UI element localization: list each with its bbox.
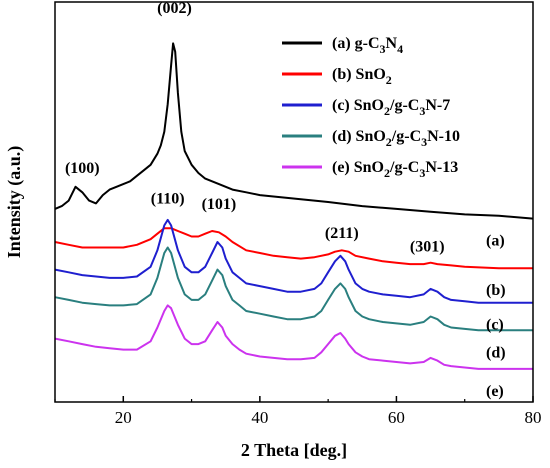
legend: (a) g-C3N4 (b) SnO2 (c) SnO2/g-C3N-7 (d) Sn…: [282, 35, 460, 180]
series-line-3: [54, 246, 533, 332]
legend-entry-3: (d) SnO2/g-C3N-10: [332, 128, 460, 149]
legend-entry-2: (c) SnO2/g-C3N-7: [332, 97, 450, 118]
series-end-label-2: (c): [486, 317, 504, 334]
y-axis-title: Intensity (a.u.): [4, 146, 25, 259]
legend-entry-1: (b) SnO2: [332, 66, 392, 87]
peak-label-1: (002): [157, 0, 192, 17]
x-axis: 20 40 60 80: [54, 396, 542, 427]
x-axis-title: 2 Theta [deg.]: [241, 440, 347, 460]
legend-entry-4: (e) SnO2/g-C3N-13: [332, 159, 458, 180]
peak-label-3: (101): [202, 196, 237, 213]
peak-label-4: (211): [325, 225, 359, 242]
series-line-2: [54, 218, 533, 304]
series-end-label-1: (b): [486, 282, 506, 299]
x-tick-label-2: 60: [388, 408, 405, 427]
peak-label-5: (301): [410, 239, 445, 256]
series-line-0: [54, 42, 534, 220]
plot-frame: [54, 1, 534, 403]
series-end-label-0: (a): [486, 233, 505, 250]
series-line-4: [54, 304, 533, 370]
x-tick-label-1: 40: [251, 408, 268, 427]
series-end-label-3: (d): [486, 344, 506, 361]
series-line-1: [54, 227, 533, 270]
peak-label-0: (100): [65, 160, 100, 177]
x-tick-label-0: 20: [115, 408, 132, 427]
peak-label-2: (110): [151, 190, 185, 207]
series-labels: (a) (b) (c) (d) (e): [486, 233, 506, 400]
series-end-label-4: (e): [486, 383, 504, 400]
peak-annotations: (100) (002) (110) (101) (211) (301): [65, 0, 445, 256]
legend-entry-0: (a) g-C3N4: [332, 35, 403, 56]
series-layer: [54, 42, 534, 370]
x-tick-label-3: 80: [525, 408, 542, 427]
